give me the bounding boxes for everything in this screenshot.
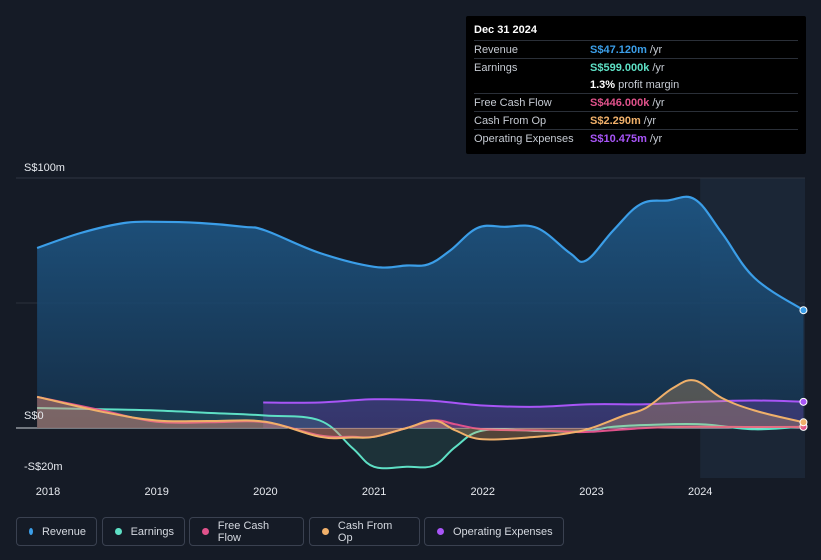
x-tick-label: 2018 — [36, 486, 60, 498]
legend-dot-icon — [322, 528, 329, 535]
legend-label: Earnings — [130, 525, 174, 538]
tooltip-unit: /yr — [649, 43, 663, 56]
tooltip-label: Revenue — [474, 43, 519, 56]
legend-dot-icon — [202, 528, 209, 535]
x-tick-label: 2021 — [362, 486, 386, 498]
legend-dot-icon — [115, 528, 122, 535]
tooltip-value: S$10.475m — [590, 132, 647, 145]
tooltip-unit: /yr — [649, 132, 663, 145]
tooltip-value: S$2.290m — [590, 114, 641, 127]
legend-item-cash-from-op[interactable]: Cash From Op — [309, 517, 420, 546]
series-end-marker-cash-from-op — [799, 418, 808, 427]
legend-label: Operating Expenses — [453, 525, 553, 538]
series-area-operating-expenses — [263, 399, 804, 428]
tooltip-label: Free Cash Flow — [474, 96, 552, 109]
series-line-revenue — [36, 195, 805, 312]
legend-label: Revenue — [41, 525, 86, 538]
tooltip-value: S$446.000k — [590, 96, 650, 109]
series-area-earnings — [37, 408, 804, 469]
legend-dot-icon — [437, 528, 444, 535]
legend-item-earnings[interactable]: Earnings — [102, 517, 185, 546]
tooltip-date: Dec 31 2024 — [474, 24, 537, 36]
series-line-cash-from-op — [36, 379, 804, 441]
tooltip-label: Cash From Op — [474, 114, 547, 127]
tooltip-value: 1.3% — [590, 78, 616, 91]
tooltip-unit: /yr — [652, 96, 665, 109]
y-tick-label: S$0 — [24, 410, 44, 422]
legend-item-free-cash-flow[interactable]: Free Cash Flow — [189, 517, 304, 546]
tooltip-row-profit-margin: 1.3% profit margin — [474, 76, 798, 93]
legend-item-revenue[interactable]: Revenue — [16, 517, 97, 546]
tooltip-label: Operating Expenses — [474, 132, 574, 145]
series-end-marker-revenue — [799, 306, 808, 315]
tooltip-unit: profit margin — [618, 78, 680, 91]
x-tick-label: 2024 — [688, 486, 712, 498]
series-area-revenue — [37, 196, 804, 428]
legend-label: Free Cash Flow — [217, 519, 270, 544]
series-line-operating-expenses — [263, 398, 804, 408]
x-tick-label: 2019 — [144, 486, 168, 498]
tooltip-row-operating-expenses: Operating Expenses S$10.475m /yr — [474, 129, 798, 147]
tooltip-panel: Dec 31 2024 Revenue S$47.120m /yr Earnin… — [466, 16, 806, 154]
legend-dot-icon — [29, 528, 33, 535]
tooltip-unit: /yr — [643, 114, 656, 127]
tooltip-label: Earnings — [474, 61, 518, 74]
y-tick-label: -S$20m — [24, 461, 63, 473]
tooltip-row-free-cash-flow: Free Cash Flow S$446.000k /yr — [474, 93, 798, 111]
series-area-free-cash-flow — [37, 396, 804, 438]
legend-label: Cash From Op — [337, 519, 393, 544]
tooltip-row-revenue: Revenue S$47.120m /yr — [474, 40, 798, 58]
y-tick-label: S$100m — [24, 162, 65, 174]
x-tick-label: 2020 — [253, 486, 277, 498]
tooltip-value: S$47.120m — [590, 43, 647, 56]
x-tick-label: 2022 — [471, 486, 495, 498]
x-tick-label: 2023 — [579, 486, 603, 498]
tooltip-row-cash-from-op: Cash From Op S$2.290m /yr — [474, 111, 798, 129]
series-area-cash-from-op — [37, 380, 804, 440]
tooltip-row-earnings: Earnings S$599.000k /yr — [474, 58, 798, 76]
legend-item-operating-expenses[interactable]: Operating Expenses — [424, 517, 564, 546]
series-end-marker-operating-expenses — [799, 397, 808, 406]
tooltip-unit: /yr — [652, 61, 665, 74]
series-line-earnings — [37, 407, 804, 470]
tooltip-value: S$599.000k — [590, 61, 650, 74]
